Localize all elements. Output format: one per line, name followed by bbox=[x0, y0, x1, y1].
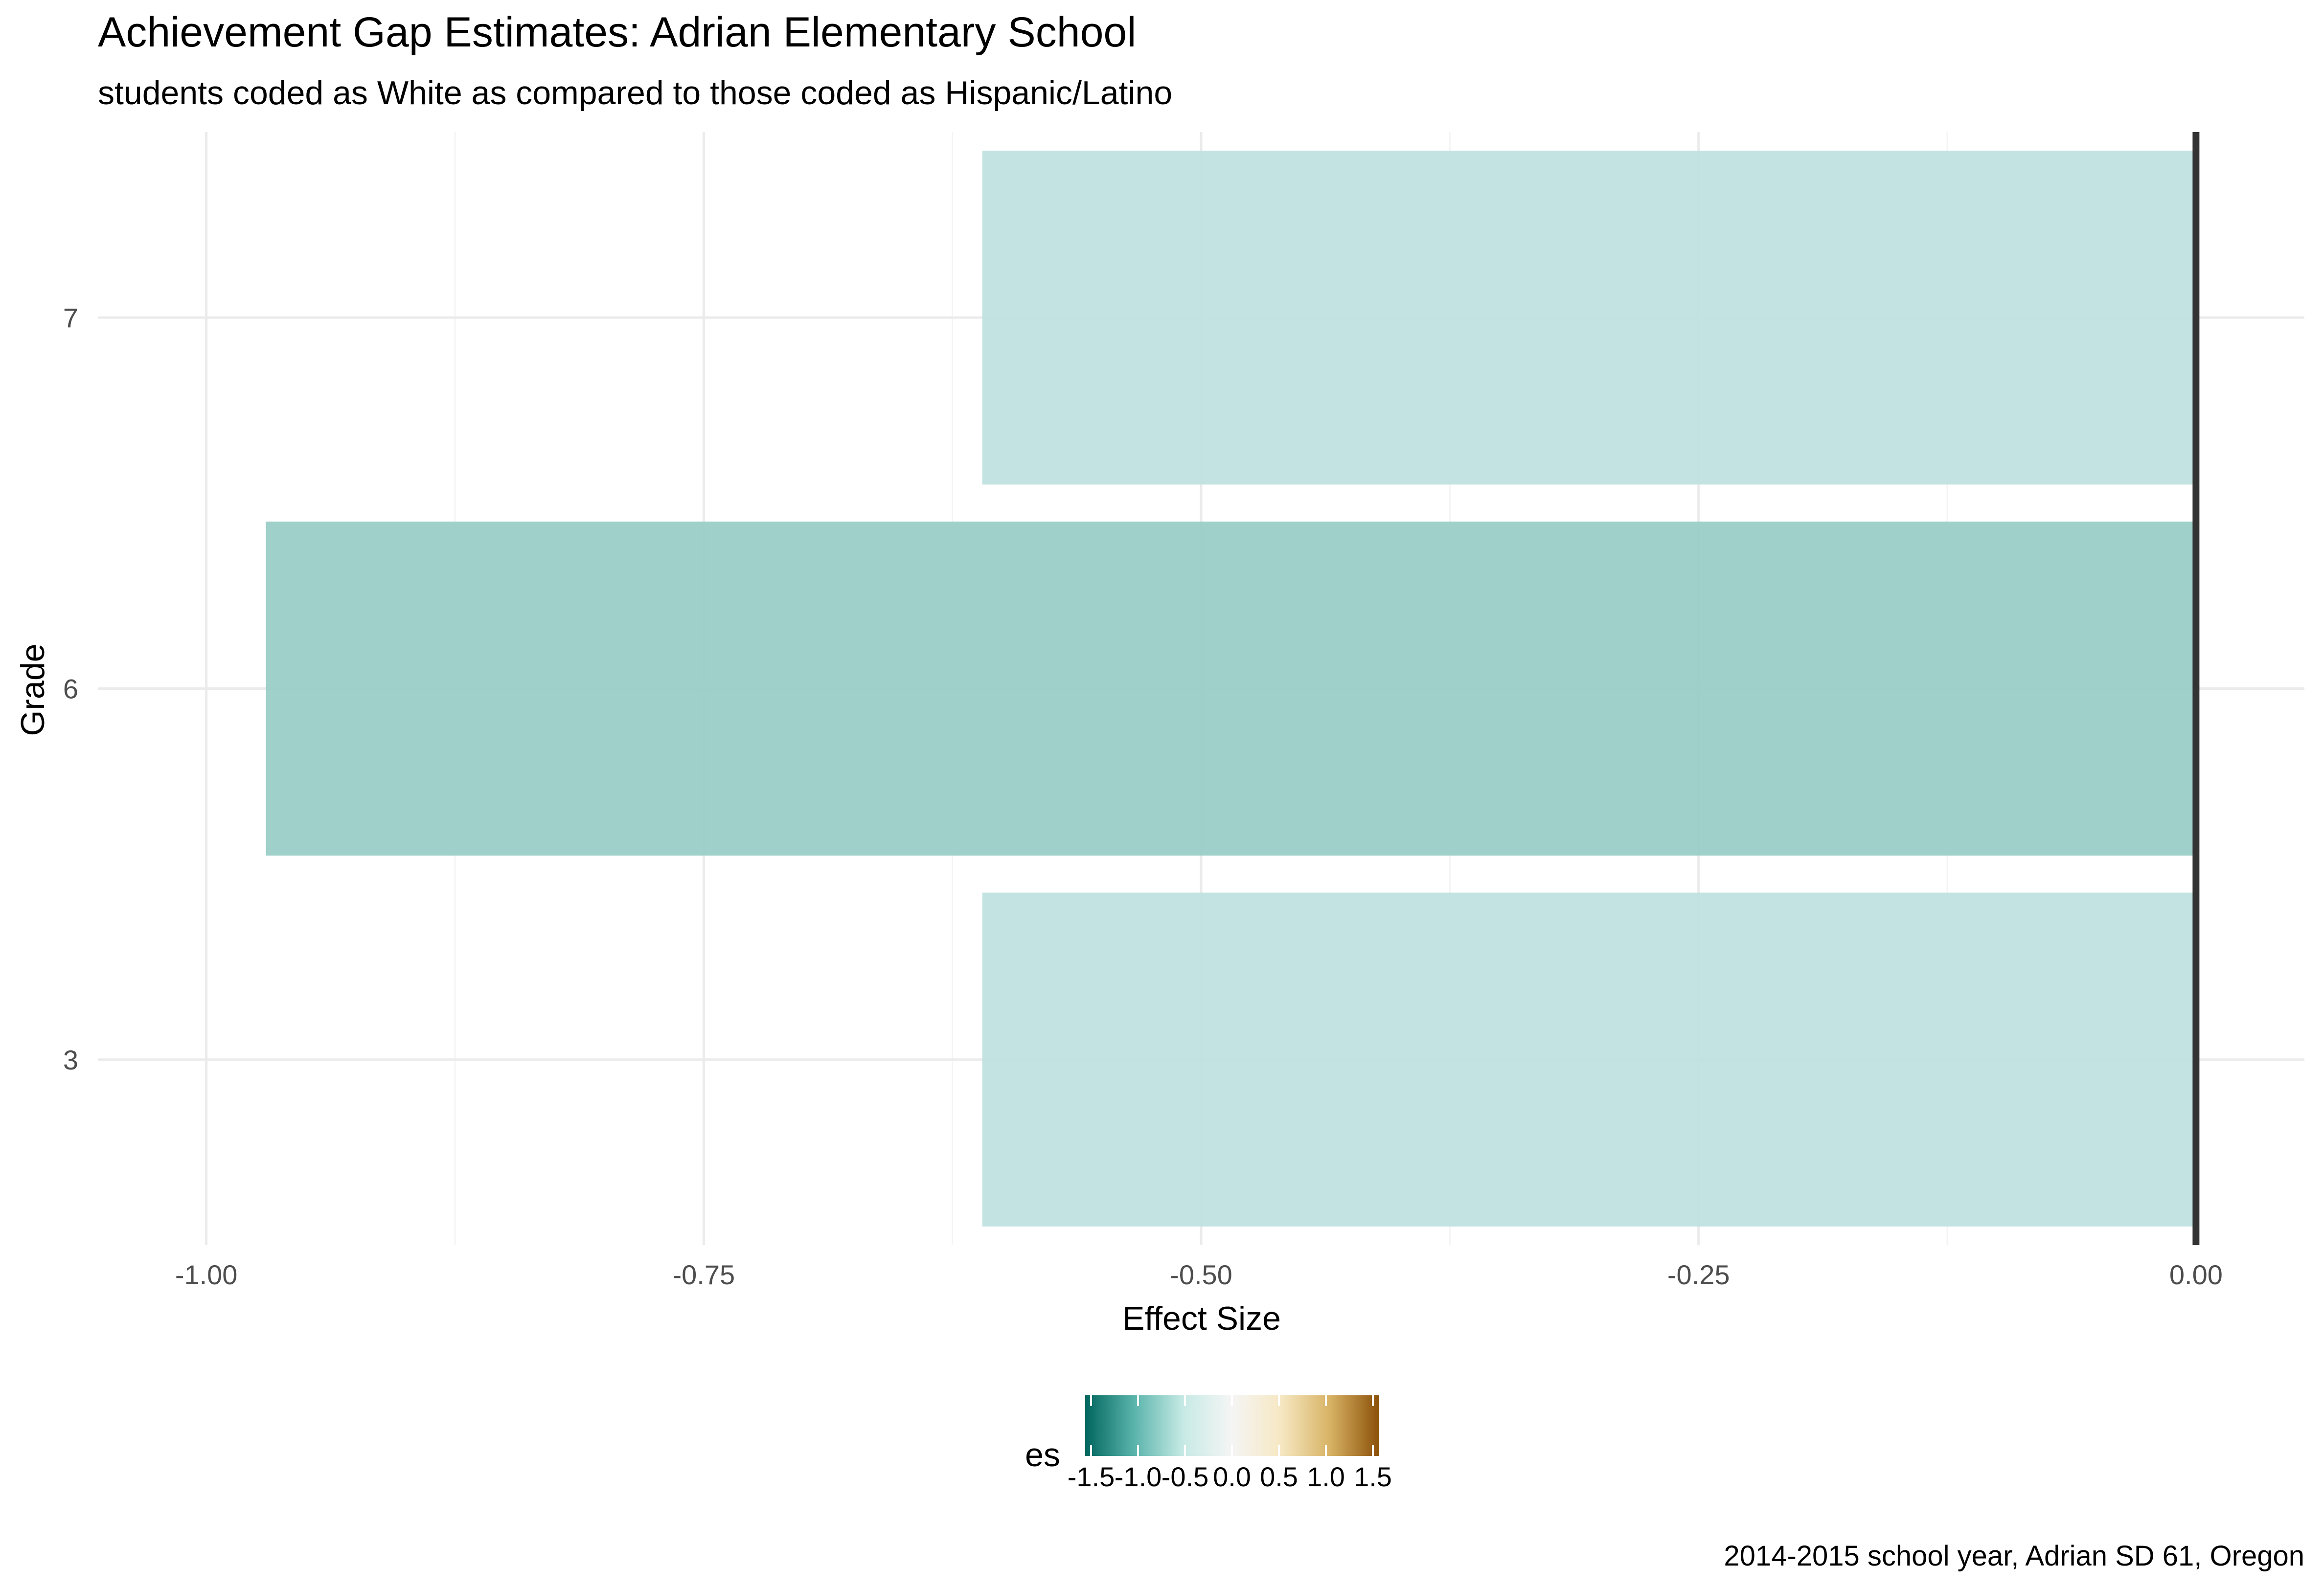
legend-tick-label: 1.0 bbox=[1307, 1461, 1345, 1492]
x-tick-label: -0.25 bbox=[1667, 1259, 1730, 1290]
legend-title: es bbox=[1025, 1436, 1060, 1474]
legend-tick-label: -0.5 bbox=[1162, 1461, 1209, 1492]
legend: es -1.5 -1.0 -0.5 0.0 0.5 1.0 1.5 bbox=[1025, 1395, 1392, 1492]
x-axis-label: Effect Size bbox=[1122, 1300, 1281, 1337]
y-axis-label: Grade bbox=[14, 644, 51, 736]
bar-grade-3 bbox=[982, 892, 2196, 1227]
x-axis-ticks: -1.00 -0.75 -0.50 -0.25 0.00 bbox=[175, 1259, 2223, 1290]
chart-subtitle: students coded as White as compared to t… bbox=[98, 74, 1172, 112]
bar-grade-6 bbox=[266, 522, 2196, 856]
caption: 2014-2015 school year, Adrian SD 61, Ore… bbox=[1724, 1540, 2304, 1572]
y-tick-label: 3 bbox=[63, 1045, 78, 1075]
x-tick-label: -0.75 bbox=[672, 1259, 735, 1290]
legend-tick-label: -1.5 bbox=[1068, 1461, 1115, 1492]
legend-ticks: -1.5 -1.0 -0.5 0.0 0.5 1.0 1.5 bbox=[1068, 1395, 1392, 1492]
bars bbox=[266, 150, 2196, 1227]
y-axis-ticks: 3 6 7 bbox=[63, 302, 78, 1075]
legend-tick-label: 0.0 bbox=[1213, 1461, 1251, 1492]
x-tick-label: -0.50 bbox=[1170, 1259, 1232, 1290]
bar-grade-7 bbox=[982, 150, 2196, 485]
legend-tick-label: -1.0 bbox=[1115, 1461, 1162, 1492]
x-tick-label: -1.00 bbox=[175, 1259, 238, 1290]
legend-tick-label: 1.5 bbox=[1354, 1461, 1392, 1492]
legend-tick-label: 0.5 bbox=[1260, 1461, 1298, 1492]
y-tick-label: 7 bbox=[63, 302, 78, 333]
x-tick-label: 0.00 bbox=[2169, 1259, 2223, 1290]
y-tick-label: 6 bbox=[63, 674, 78, 704]
chart-title: Achievement Gap Estimates: Adrian Elemen… bbox=[98, 9, 1136, 56]
